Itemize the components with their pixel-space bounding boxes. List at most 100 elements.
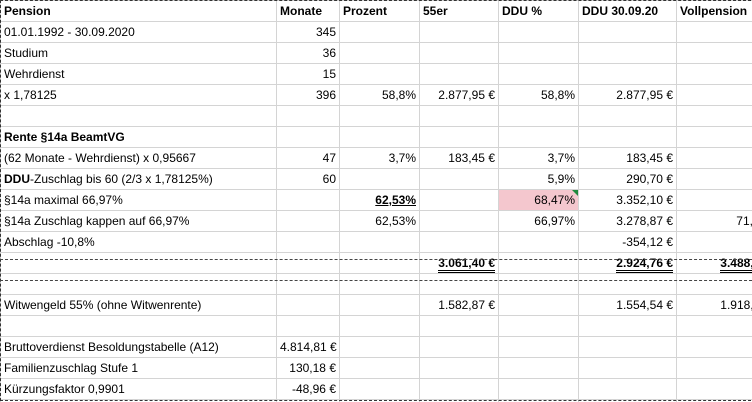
table-cell[interactable]: 1.554,54 € [578,294,677,316]
table-cell[interactable] [676,168,752,190]
table-cell[interactable] [676,147,752,169]
table-cell[interactable]: Bruttoverdienst Besoldungstabelle (A12) [0,336,277,358]
table-cell[interactable]: 36 [276,42,340,64]
table-cell[interactable] [0,273,277,295]
table-cell[interactable] [498,294,579,316]
table-cell[interactable]: 5,9% [498,168,579,190]
table-cell[interactable] [276,210,340,232]
table-cell[interactable]: 62,53% [339,189,420,211]
table-cell[interactable] [419,315,499,337]
column-header[interactable]: Prozent [339,0,420,22]
column-header[interactable]: Pension [0,0,277,22]
table-cell[interactable] [676,84,752,106]
table-cell[interactable] [419,357,499,379]
table-cell[interactable] [676,63,752,85]
table-cell[interactable] [339,231,420,253]
table-cell[interactable] [578,21,677,43]
table-cell[interactable] [339,315,420,337]
table-cell[interactable]: Kürzungsfaktor 0,9901 [0,378,277,400]
table-cell[interactable] [419,126,499,148]
table-cell[interactable]: 3.352,10 € [578,189,677,211]
table-cell[interactable] [498,126,579,148]
table-cell[interactable]: 62,53% [339,210,420,232]
table-cell[interactable] [676,273,752,295]
table-cell[interactable]: 130,18 € [276,357,340,379]
table-cell[interactable]: 58,8% [339,84,420,106]
column-header[interactable]: Vollpension [676,0,752,22]
table-cell[interactable] [339,21,420,43]
column-header[interactable]: DDU % [498,0,579,22]
table-cell[interactable] [578,42,677,64]
table-cell[interactable] [676,189,752,211]
table-cell[interactable]: 2.877,95 € [578,84,677,106]
table-cell[interactable]: 3.488,42 € [676,252,752,274]
table-cell[interactable]: 66,97% [498,210,579,232]
table-cell[interactable]: 60 [276,168,340,190]
table-cell[interactable]: 47 [276,147,340,169]
table-cell[interactable]: 71,25% [676,210,752,232]
table-cell[interactable] [676,126,752,148]
table-cell[interactable]: Studium [0,42,277,64]
table-cell[interactable] [676,105,752,127]
table-cell[interactable]: 396 [276,84,340,106]
table-cell[interactable] [276,252,340,274]
table-cell[interactable] [676,42,752,64]
table-cell[interactable] [498,21,579,43]
table-cell[interactable]: 1.918,63 € [676,294,752,316]
table-cell[interactable] [276,189,340,211]
table-cell[interactable]: Witwengeld 55% (ohne Witwenrente) [0,294,277,316]
table-cell[interactable] [498,252,579,274]
table-cell[interactable]: 01.01.1992 - 30.09.2020 [0,21,277,43]
table-cell[interactable] [498,42,579,64]
column-header[interactable]: 55er [419,0,499,22]
table-cell[interactable] [339,252,420,274]
table-cell[interactable]: 3,7% [498,147,579,169]
table-cell[interactable]: -354,12 € [578,231,677,253]
table-cell[interactable] [419,21,499,43]
table-cell[interactable] [419,105,499,127]
column-header[interactable]: DDU 30.09.20 [578,0,677,22]
table-cell[interactable] [419,336,499,358]
table-cell[interactable] [339,126,420,148]
table-cell[interactable] [0,105,277,127]
table-cell[interactable] [339,357,420,379]
table-cell[interactable] [339,294,420,316]
table-cell[interactable] [276,315,340,337]
table-cell[interactable]: 58,8% [498,84,579,106]
table-cell[interactable]: (62 Monate - Wehrdienst) x 0,95667 [0,147,277,169]
table-cell[interactable] [676,357,752,379]
table-cell[interactable] [578,315,677,337]
table-cell[interactable]: 15 [276,63,340,85]
table-cell[interactable]: Wehrdienst [0,63,277,85]
table-cell[interactable] [498,273,579,295]
table-cell[interactable] [578,63,677,85]
table-cell[interactable] [498,315,579,337]
table-cell[interactable] [676,231,752,253]
table-cell[interactable]: Rente §14a BeamtVG [0,126,277,148]
table-cell[interactable] [578,273,677,295]
table-cell[interactable] [419,42,499,64]
table-cell[interactable] [419,273,499,295]
table-cell[interactable] [419,63,499,85]
table-cell[interactable]: 4.814,81 € [276,336,340,358]
table-cell[interactable]: §14a Zuschlag kappen auf 66,97% [0,210,277,232]
table-cell[interactable]: 2.924,76 € [578,252,677,274]
table-cell[interactable] [0,252,277,274]
table-cell[interactable] [498,105,579,127]
table-cell[interactable] [578,378,677,400]
table-cell[interactable] [676,315,752,337]
table-cell[interactable] [276,273,340,295]
table-cell[interactable] [578,357,677,379]
table-cell[interactable] [339,273,420,295]
table-cell[interactable] [676,21,752,43]
table-cell[interactable]: -48,96 € [276,378,340,400]
table-cell[interactable]: 3.061,40 € [419,252,499,274]
table-cell[interactable] [419,210,499,232]
column-header[interactable]: Monate [276,0,340,22]
table-cell[interactable]: Abschlag -10,8% [0,231,277,253]
table-cell[interactable] [419,189,499,211]
table-cell[interactable] [0,315,277,337]
table-cell[interactable] [419,231,499,253]
table-cell[interactable] [498,357,579,379]
table-cell[interactable]: 290,70 € [578,168,677,190]
